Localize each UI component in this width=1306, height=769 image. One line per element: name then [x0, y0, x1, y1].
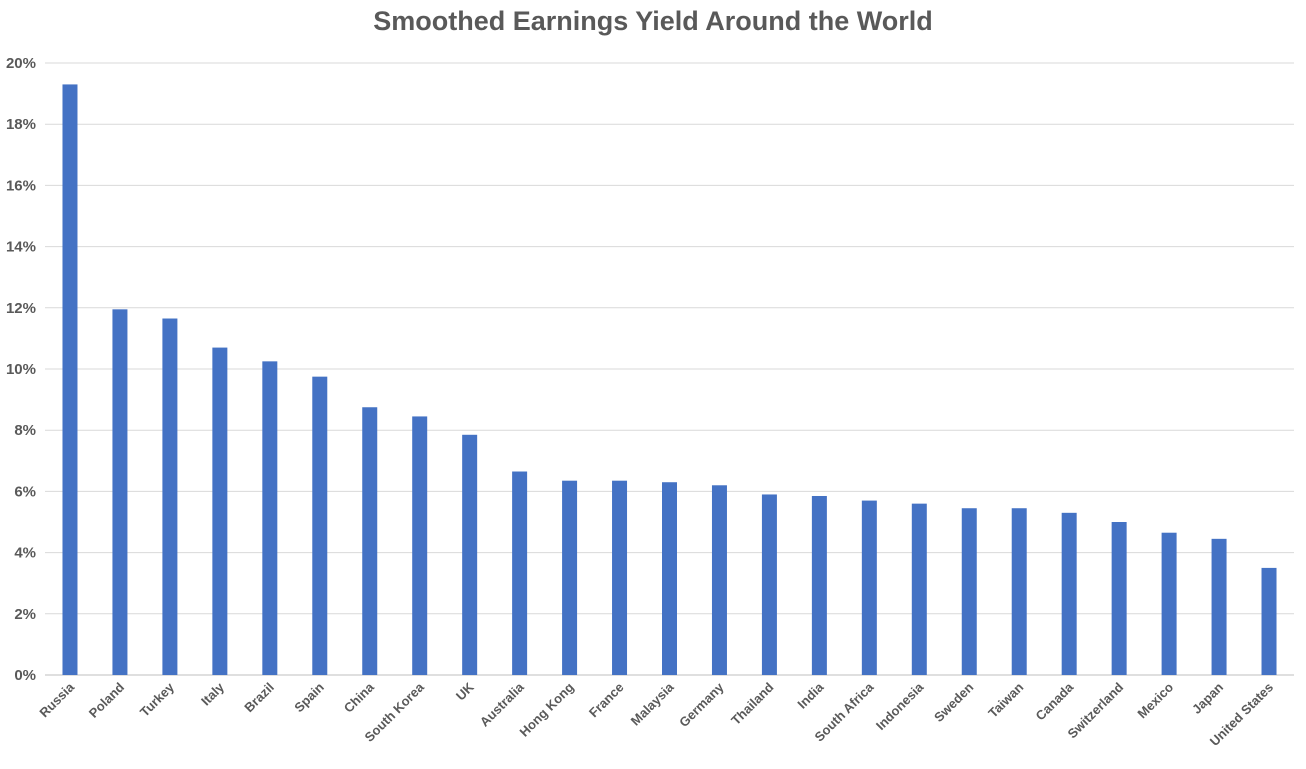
x-category-label: France [586, 680, 627, 721]
x-category-label: India [794, 679, 827, 712]
y-tick-label: 14% [6, 239, 36, 256]
x-category-label: Hong Kong [517, 679, 577, 739]
bars [62, 84, 1277, 676]
bar-germany [711, 485, 727, 675]
x-category-label: China [341, 679, 378, 716]
bar-brazil [262, 361, 278, 675]
bar-indonesia [911, 503, 927, 675]
bar-japan [1211, 538, 1227, 675]
x-category-label: Malaysia [628, 679, 677, 728]
bar-australia [512, 471, 528, 675]
x-category-label: Italy [198, 679, 228, 709]
x-category-label: Turkey [137, 679, 178, 720]
y-tick-label: 16% [6, 177, 36, 194]
bar-canada [1061, 512, 1077, 675]
bar-india [811, 495, 827, 675]
bar-sweden [961, 508, 977, 675]
bar-hong-kong [562, 480, 578, 675]
bar-switzerland [1111, 522, 1127, 675]
y-tick-label: 6% [14, 483, 36, 500]
bar-south-africa [861, 500, 877, 675]
bar-malaysia [662, 482, 677, 675]
x-category-label: Thailand [728, 679, 776, 727]
x-category-label: Japan [1189, 679, 1226, 716]
bar-france [612, 480, 628, 675]
x-category-label: Australia [477, 679, 527, 729]
x-category-label: Spain [291, 679, 327, 715]
chart-title: Smoothed Earnings Yield Around the World [373, 6, 933, 36]
y-tick-label: 0% [14, 667, 36, 684]
x-category-label: Brazil [241, 680, 277, 716]
y-tick-label: 18% [6, 116, 36, 133]
x-category-label: Indonesia [873, 679, 927, 733]
x-category-label: Poland [86, 679, 127, 720]
x-category-label: Taiwan [985, 679, 1026, 720]
x-category-label: Germany [676, 679, 727, 730]
x-category-label: Canada [1032, 679, 1076, 723]
y-tick-label: 12% [6, 300, 36, 317]
y-tick-label: 2% [14, 606, 36, 623]
bar-united-states [1261, 567, 1277, 675]
y-tick-label: 10% [6, 361, 36, 378]
y-tick-label: 20% [6, 55, 36, 72]
bar-thailand [761, 494, 777, 675]
x-category-label: UK [453, 679, 477, 703]
y-tick-label: 8% [14, 422, 36, 439]
bar-poland [112, 309, 128, 675]
bar-turkey [162, 318, 178, 675]
y-tick-label: 4% [14, 545, 36, 562]
x-category-label: Russia [36, 679, 77, 720]
x-axis-category-labels: Russia Poland Turkey Italy Brazil Spain China S… [36, 679, 1276, 749]
x-category-label: Mexico [1134, 679, 1176, 721]
bar-italy [212, 347, 228, 675]
bar-uk [462, 434, 478, 675]
bar-mexico [1161, 532, 1177, 675]
y-axis-ticks: 0% 2% 4% 6% 8% 10% 12% 14% 16% 18% 20% [6, 55, 36, 684]
bar-russia [62, 84, 78, 676]
bar-taiwan [1011, 508, 1027, 675]
x-category-label: Sweden [931, 679, 976, 724]
bar-spain [312, 376, 328, 675]
bar-china [362, 407, 378, 675]
bar-south-korea [412, 416, 428, 675]
